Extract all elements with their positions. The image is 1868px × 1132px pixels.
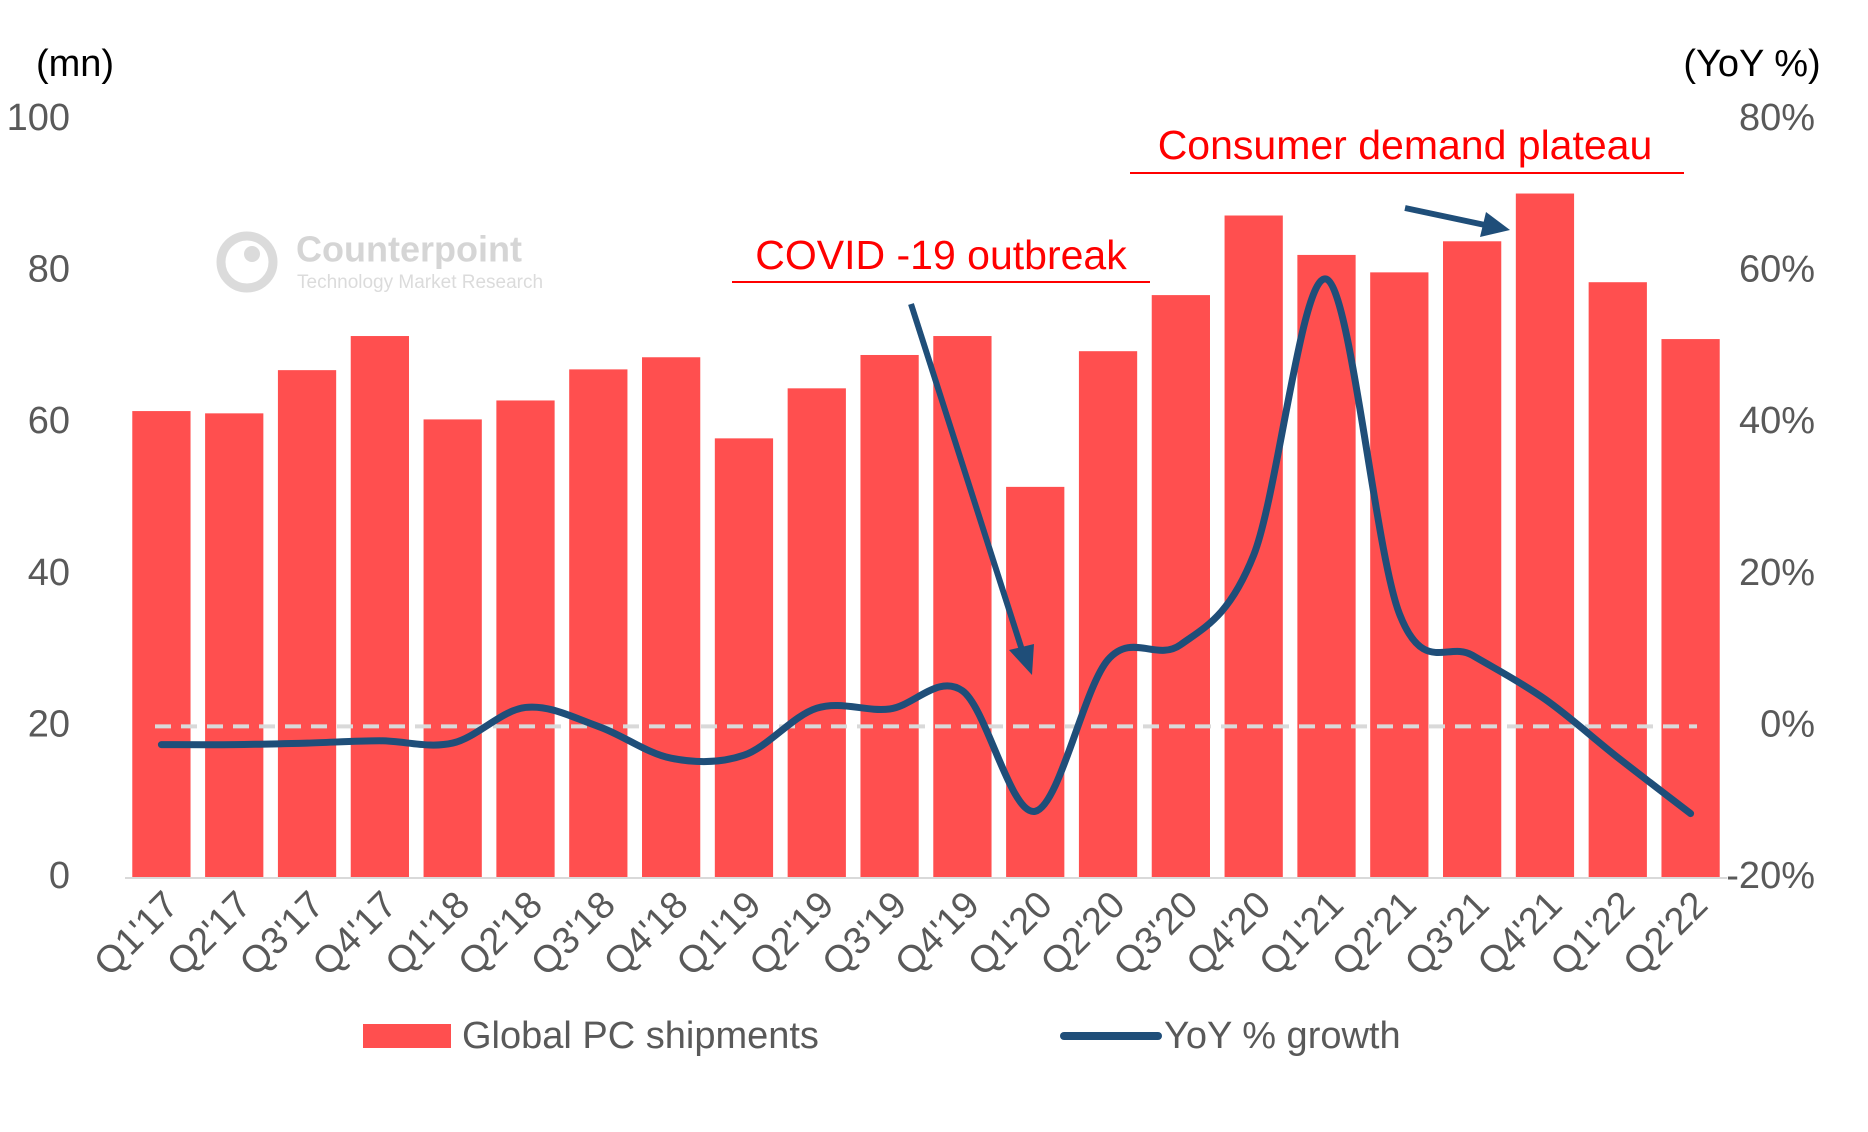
- bar: [350, 336, 409, 878]
- watermark: Counterpoint Technology Market Research: [216, 229, 543, 293]
- watermark-logo: [216, 231, 278, 293]
- bar: [1443, 241, 1502, 878]
- y-tick-label: 0: [49, 855, 70, 897]
- x-tick-label: Q4'21: [1470, 884, 1571, 985]
- line: [157, 275, 1695, 818]
- y-tick-label: 80: [28, 249, 70, 291]
- x-tick-label: Q1'18: [378, 884, 479, 985]
- annotations: COVID -19 outbreak Consumer demand plate…: [732, 122, 1684, 675]
- bar: [1297, 254, 1356, 878]
- x-tick-label: Q3'21: [1397, 884, 1498, 985]
- x-tick-label: Q4'17: [305, 884, 406, 985]
- bar: [569, 369, 628, 878]
- bar: [1006, 486, 1065, 878]
- y2-tick-label: 0%: [1760, 703, 1815, 745]
- bar: [132, 411, 191, 878]
- legend-swatch: [363, 1024, 451, 1048]
- y2-tick-label: 20%: [1739, 552, 1815, 594]
- bar: [933, 336, 992, 878]
- annotation-arrowhead: [1009, 644, 1034, 675]
- x-tick-label: Q4'18: [596, 884, 697, 985]
- x-tick-label: Q3'19: [814, 884, 915, 985]
- legend-label: Global PC shipments: [462, 1015, 819, 1057]
- x-tick-label: Q2'22: [1615, 884, 1716, 985]
- annotation-arrow: [908, 303, 1025, 651]
- y-axis-label: (mn): [36, 43, 114, 85]
- x-tick-label: Q1'21: [1251, 884, 1352, 985]
- bar: [1661, 339, 1720, 878]
- x-tick-label: Q2'18: [450, 884, 551, 985]
- y2-tick-label: 80%: [1739, 97, 1815, 139]
- bar: [1515, 193, 1575, 878]
- bar: [1151, 295, 1210, 878]
- bar: [1588, 282, 1647, 878]
- x-tick-label: Q3'17: [232, 884, 333, 985]
- x-tick-label: Q3'18: [523, 884, 624, 985]
- x-tick-label: Q2'20: [1033, 884, 1134, 985]
- bar: [205, 413, 264, 878]
- x-tick-label: Q1'17: [86, 884, 187, 985]
- bar: [496, 400, 555, 878]
- x-tick-label: Q1'22: [1543, 884, 1644, 985]
- x-tick-label: Q4'20: [1179, 884, 1280, 985]
- watermark-tagline: Technology Market Research: [297, 272, 543, 293]
- x-tick-label: Q1'20: [960, 884, 1061, 985]
- bar: [714, 438, 774, 878]
- bar: [277, 370, 337, 878]
- x-tick-label: Q2'17: [159, 884, 260, 985]
- x-tick-label: Q2'19: [742, 884, 843, 985]
- y2-axis-label: (YoY %): [1683, 43, 1820, 85]
- y-tick-label: 40: [28, 552, 70, 594]
- x-tick-label: Q1'19: [669, 884, 770, 985]
- bar: [860, 354, 919, 879]
- legend-label: YoY % growth: [1164, 1015, 1401, 1057]
- x-tick-label: Q2'21: [1324, 884, 1425, 985]
- y2-tick-label: 40%: [1739, 400, 1815, 442]
- watermark-logo-dot: [244, 246, 260, 262]
- bar: [1370, 272, 1429, 878]
- y-tick-label: 100: [7, 97, 70, 139]
- annotation: Consumer demand plateau: [1158, 122, 1653, 168]
- y-tick-label: 20: [28, 703, 70, 745]
- bar: [787, 388, 846, 878]
- annotation: COVID -19 outbreak: [755, 232, 1127, 278]
- annotation-arrowhead: [1480, 212, 1510, 237]
- y2-tick-label: -20%: [1726, 855, 1815, 897]
- x-tick-label: Q4'19: [887, 884, 988, 985]
- watermark-name: Counterpoint: [296, 229, 522, 270]
- x-tick-label: Q3'20: [1106, 884, 1207, 985]
- bar: [423, 419, 482, 878]
- bar: [1078, 351, 1138, 878]
- bar: [642, 357, 701, 878]
- y-tick-label: 60: [28, 400, 70, 442]
- annotation-arrow: [1404, 205, 1486, 228]
- y2-tick-label: 60%: [1739, 249, 1815, 291]
